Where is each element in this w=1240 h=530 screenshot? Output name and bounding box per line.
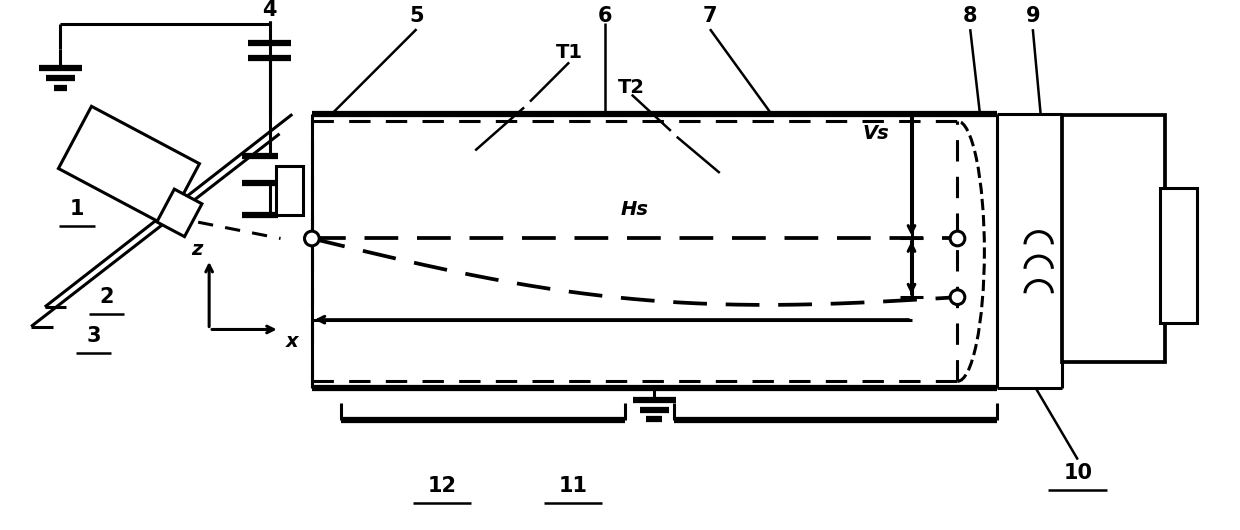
- Circle shape: [950, 231, 965, 246]
- Text: 3: 3: [87, 326, 100, 346]
- Text: 12: 12: [428, 476, 456, 496]
- Text: 6: 6: [598, 6, 613, 27]
- Text: 10: 10: [1064, 463, 1092, 483]
- Text: Hs: Hs: [621, 200, 649, 219]
- Text: 11: 11: [558, 476, 588, 496]
- Bar: [1159, 188, 1197, 323]
- Text: 1: 1: [69, 199, 84, 219]
- Polygon shape: [58, 107, 200, 226]
- Circle shape: [950, 290, 965, 305]
- Text: T2: T2: [619, 78, 645, 98]
- Text: T1: T1: [556, 43, 583, 62]
- Bar: [275, 166, 303, 215]
- Text: 5: 5: [409, 6, 424, 27]
- Text: 9: 9: [1025, 6, 1040, 27]
- Polygon shape: [156, 189, 202, 236]
- Bar: [1063, 115, 1164, 362]
- Text: x: x: [286, 332, 299, 351]
- Text: 2: 2: [99, 287, 114, 307]
- Text: 8: 8: [963, 6, 977, 27]
- Text: 7: 7: [703, 6, 717, 27]
- Text: 4: 4: [263, 0, 277, 20]
- Text: Vs: Vs: [863, 125, 889, 143]
- Text: z: z: [191, 240, 202, 259]
- Circle shape: [305, 231, 319, 246]
